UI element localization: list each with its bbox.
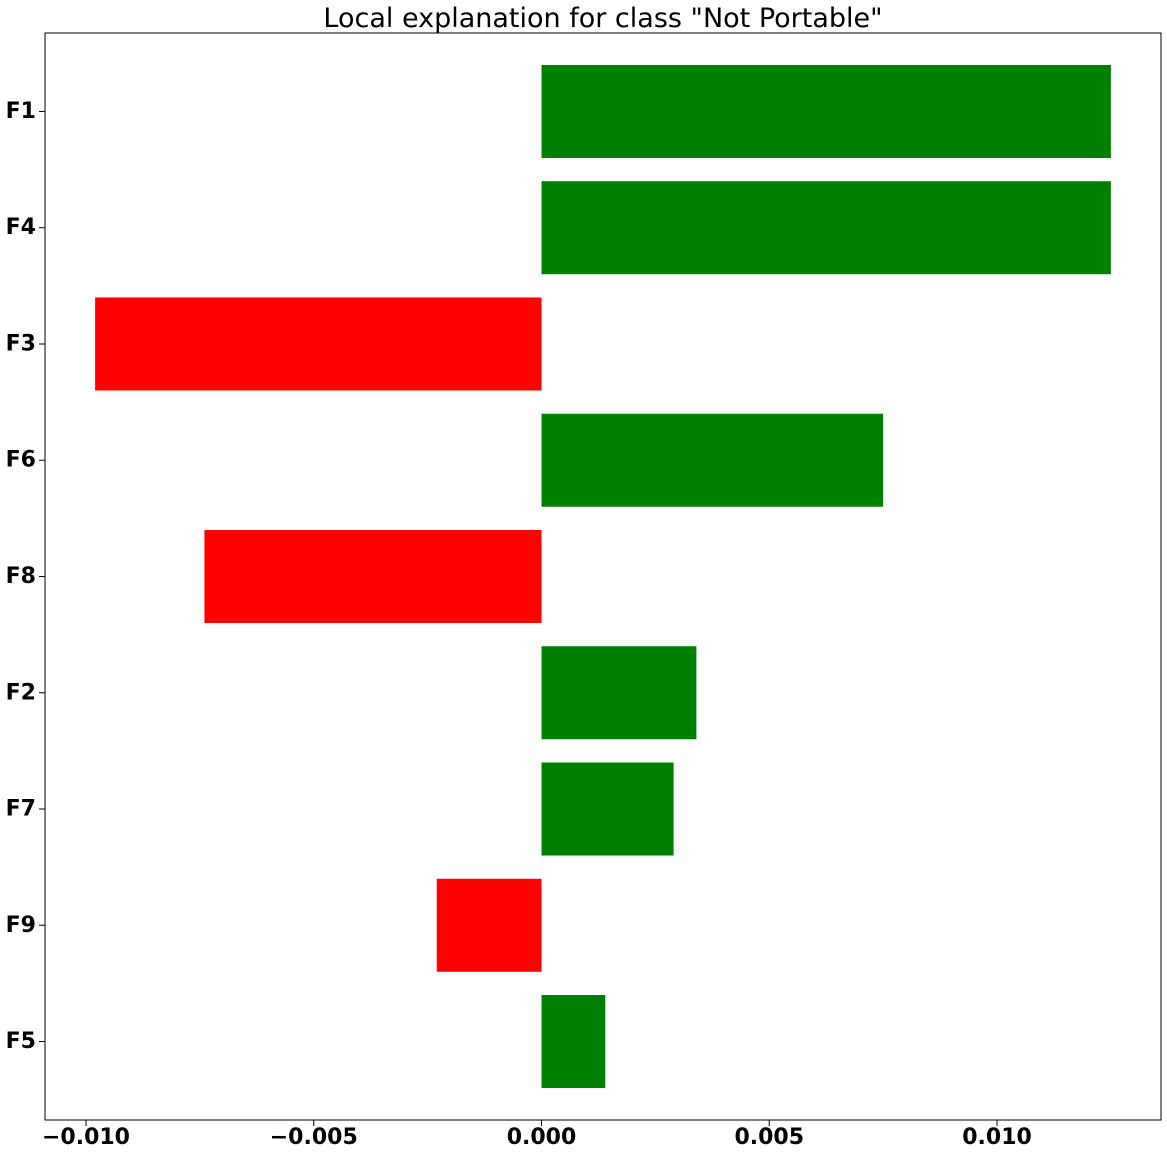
y-axis: F1 F4 F3 F6 F8 F2 F7 F9 F5 — [6, 99, 45, 1054]
x-axis: −0.010 −0.005 0.000 0.005 0.010 — [42, 1120, 1032, 1150]
bar-f4 — [541, 181, 1111, 275]
y-tick-label-f1: F1 — [6, 99, 36, 124]
x-tick-label: 0.010 — [962, 1125, 1032, 1150]
y-tick-label-f4: F4 — [6, 215, 36, 240]
bar-f7 — [541, 762, 674, 856]
y-tick-label-f2: F2 — [6, 680, 36, 705]
x-tick-label: −0.005 — [270, 1125, 358, 1150]
x-tick-label: −0.010 — [42, 1125, 130, 1150]
y-tick-label-f9: F9 — [6, 913, 36, 938]
bar-f6 — [541, 413, 884, 507]
bar-f9 — [436, 878, 542, 972]
chart-title: Local explanation for class "Not Portabl… — [323, 3, 882, 34]
bar-f8 — [204, 529, 542, 624]
bar-f5 — [541, 995, 606, 1089]
bar-f1 — [541, 64, 1111, 158]
x-tick-label: 0.005 — [734, 1125, 804, 1150]
y-tick-label-f6: F6 — [6, 448, 36, 473]
bar-f3 — [95, 297, 542, 391]
y-tick-label-f7: F7 — [6, 797, 36, 822]
y-tick-label-f5: F5 — [6, 1029, 36, 1054]
x-tick-label: 0.000 — [507, 1125, 577, 1150]
y-tick-label-f8: F8 — [6, 564, 36, 589]
bars-group — [95, 64, 1111, 1089]
bar-f2 — [541, 646, 697, 740]
y-tick-label-f3: F3 — [6, 331, 36, 356]
